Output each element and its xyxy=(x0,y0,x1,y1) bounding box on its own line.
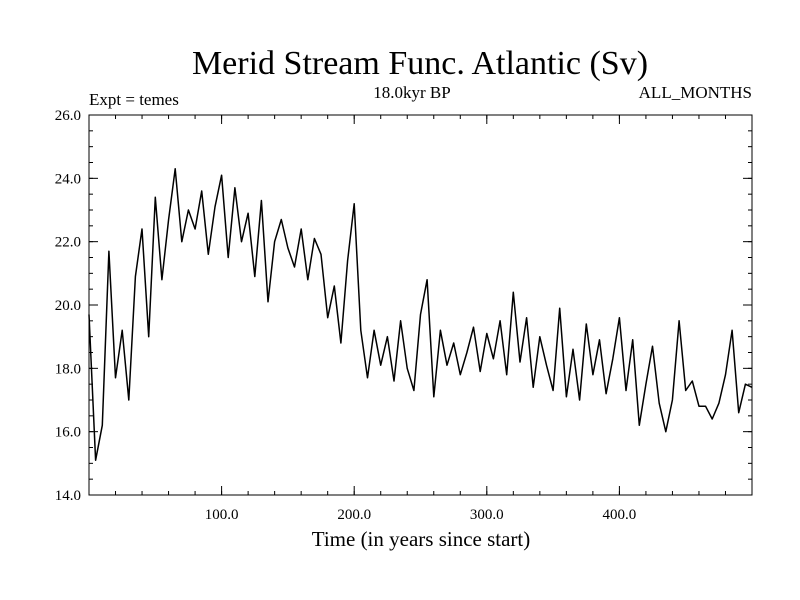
months-label: ALL_MONTHS xyxy=(639,83,752,102)
y-tick-label: 24.0 xyxy=(55,171,81,187)
x-axis: 100.0 200.0 300.0 400.0 xyxy=(115,115,726,523)
y-tick-label: 22.0 xyxy=(55,235,81,251)
experiment-label: Expt = temes xyxy=(89,90,179,109)
x-tick-label: 100.0 xyxy=(205,507,239,523)
y-axis: 14.0 16.0 18.0 20.0 22.0 24.0 26.0 xyxy=(55,108,752,504)
y-tick-label: 20.0 xyxy=(55,298,81,314)
y-tick-label: 26.0 xyxy=(55,108,81,124)
series-layer xyxy=(88,168,753,461)
x-tick-label: 300.0 xyxy=(470,507,504,523)
x-tick-label: 200.0 xyxy=(337,507,371,523)
y-tick-label: 14.0 xyxy=(55,488,81,504)
plot-frame xyxy=(88,114,753,496)
period-label: 18.0kyr BP xyxy=(373,83,450,102)
chart-title: Merid Stream Func. Atlantic (Sv) xyxy=(192,45,648,82)
series-line xyxy=(88,168,753,461)
y-tick-label: 18.0 xyxy=(55,361,81,377)
y-tick-label: 16.0 xyxy=(55,425,81,441)
x-tick-label: 400.0 xyxy=(603,507,637,523)
x-axis-label: Time (in years since start) xyxy=(312,527,531,551)
